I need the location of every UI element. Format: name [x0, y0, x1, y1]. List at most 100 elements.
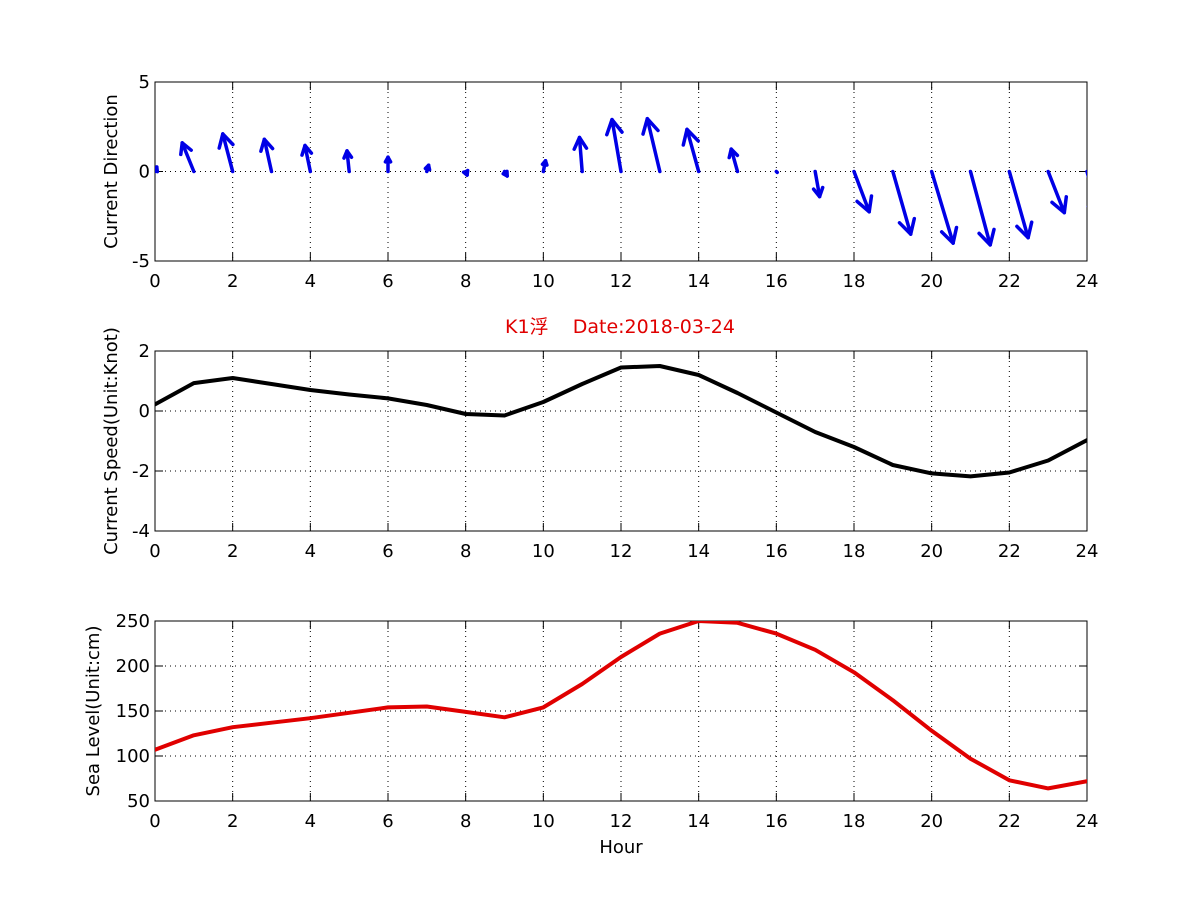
direction-arrow-head-23 — [1050, 195, 1069, 215]
sealevel-xtick-label-2: 4 — [305, 811, 316, 832]
sealevel-xtick-label-8: 16 — [765, 811, 788, 832]
speed-xtick-label-11: 22 — [998, 541, 1021, 562]
direction-arrow-head-8 — [461, 168, 470, 177]
direction-arrow-22 — [1007, 169, 1034, 240]
direction-xtick-label-7: 14 — [687, 271, 710, 292]
direction-arrow-head-19 — [897, 216, 917, 236]
direction-arrow-1 — [179, 141, 196, 174]
direction-arrow-shaft-15 — [729, 147, 740, 174]
direction-arrow-2 — [217, 132, 235, 174]
direction-xtick-label-5: 10 — [532, 271, 555, 292]
sealevel-xtick-label-7: 14 — [687, 811, 710, 832]
speed-xtick-label-0: 0 — [149, 541, 160, 562]
direction-arrow-4 — [300, 143, 314, 174]
direction-arrow-shaft-4 — [303, 143, 313, 174]
direction-arrow-shaft-3 — [262, 137, 274, 174]
sealevel-ytick-label-0: 50 — [127, 791, 150, 812]
sealevel-series-line — [155, 621, 1087, 791]
direction-arrow-head-3 — [259, 137, 275, 153]
direction-arrow-head-11 — [572, 135, 589, 151]
direction-arrow-6 — [383, 155, 393, 174]
direction-arrow-head-15 — [727, 147, 740, 160]
direction-arrow-8 — [461, 168, 470, 177]
direction-arrow-shaft-13 — [645, 116, 662, 174]
direction-arrow-23 — [1046, 169, 1069, 215]
sealevel-xtick-label-3: 6 — [382, 811, 393, 832]
direction-arrow-shaft-21 — [968, 169, 992, 247]
direction-arrow-shaft-2 — [221, 132, 235, 174]
direction-xtick-label-10: 20 — [920, 271, 943, 292]
sealevel-xtick-label-9: 18 — [843, 811, 866, 832]
direction-arrow-17 — [811, 169, 825, 199]
sealevel-ytick-label-4: 250 — [116, 611, 150, 632]
direction-arrow-shaft-19 — [891, 169, 913, 236]
direction-arrow-head-22 — [1015, 220, 1034, 240]
direction-arrow-head-5 — [342, 149, 354, 160]
direction-ytick-label-0: -5 — [132, 251, 150, 272]
speed-xtick-label-12: 24 — [1076, 541, 1099, 562]
direction-arrow-21 — [968, 169, 996, 247]
direction-arrow-18 — [852, 169, 874, 214]
direction-xtick-label-0: 0 — [149, 271, 160, 292]
sealevel-ytick-label-3: 200 — [116, 656, 150, 677]
direction-arrow-head-12 — [605, 117, 624, 137]
speed-xtick-label-10: 20 — [920, 541, 943, 562]
sealevel-xtick-label-5: 10 — [532, 811, 555, 832]
direction-arrow-head-17 — [811, 185, 825, 199]
direction-arrow-head-18 — [855, 194, 874, 214]
direction-arrow-head-20 — [939, 225, 959, 245]
speed-ytick-label-0: -4 — [132, 521, 150, 542]
speed-ytick-label-3: 2 — [139, 341, 150, 362]
direction-arrow-head-9 — [501, 169, 509, 178]
direction-arrow-shaft-16 — [774, 169, 779, 175]
direction-arrow-11 — [572, 135, 589, 174]
direction-xtick-label-2: 4 — [305, 271, 316, 292]
direction-arrow-3 — [259, 137, 275, 174]
direction-arrow-12 — [605, 117, 624, 174]
direction-arrow-19 — [891, 169, 917, 236]
direction-arrow-head-4 — [300, 143, 314, 157]
direction-arrow-shaft-18 — [852, 169, 871, 214]
speed-ytick-label-2: 0 — [139, 401, 150, 422]
direction-arrow-5 — [342, 149, 354, 174]
direction-arrow-head-7 — [423, 163, 432, 172]
direction-arrow-head-13 — [641, 116, 660, 136]
direction-arrow-shaft-1 — [180, 141, 196, 174]
speed-xtick-label-5: 10 — [532, 541, 555, 562]
direction-xtick-label-12: 24 — [1076, 271, 1099, 292]
sealevel-xtick-label-1: 2 — [227, 811, 238, 832]
speed-series-line — [155, 364, 1087, 479]
direction-arrow-10 — [540, 159, 549, 174]
sealevel-xtick-label-10: 20 — [920, 811, 943, 832]
direction-arrow-head-14 — [681, 127, 700, 147]
direction-arrow-shaft-23 — [1046, 169, 1067, 215]
sealevel-xtick-label-12: 24 — [1076, 811, 1099, 832]
direction-arrow-16 — [774, 169, 779, 175]
direction-arrow-9 — [501, 169, 509, 178]
speed-xtick-label-3: 6 — [382, 541, 393, 562]
direction-arrow-20 — [929, 169, 959, 245]
sealevel-xtick-label-4: 8 — [460, 811, 471, 832]
direction-arrow-14 — [681, 127, 701, 174]
direction-xtick-label-8: 16 — [765, 271, 788, 292]
speed-xtick-label-2: 4 — [305, 541, 316, 562]
direction-xtick-label-9: 18 — [843, 271, 866, 292]
speed-xtick-label-7: 14 — [687, 541, 710, 562]
speed-xtick-label-6: 12 — [610, 541, 633, 562]
direction-arrow-0 — [155, 165, 160, 174]
sealevel-xtick-label-6: 12 — [610, 811, 633, 832]
direction-arrow-shaft-11 — [577, 135, 584, 174]
sealevel-xlabel: Hour — [599, 837, 643, 858]
direction-ylabel: Current Direction — [101, 94, 122, 249]
direction-arrow-13 — [641, 116, 662, 174]
sealevel-xtick-label-11: 22 — [998, 811, 1021, 832]
direction-ytick-label-1: 0 — [139, 162, 150, 183]
direction-arrow-shaft-17 — [813, 169, 822, 199]
direction-data-group — [155, 116, 1087, 247]
sealevel-xtick-label-0: 0 — [149, 811, 160, 832]
direction-xtick-label-1: 2 — [227, 271, 238, 292]
direction-arrow-shaft-20 — [929, 169, 955, 245]
sealevel-data-group — [155, 621, 1087, 791]
direction-arrow-shaft-12 — [610, 117, 623, 174]
